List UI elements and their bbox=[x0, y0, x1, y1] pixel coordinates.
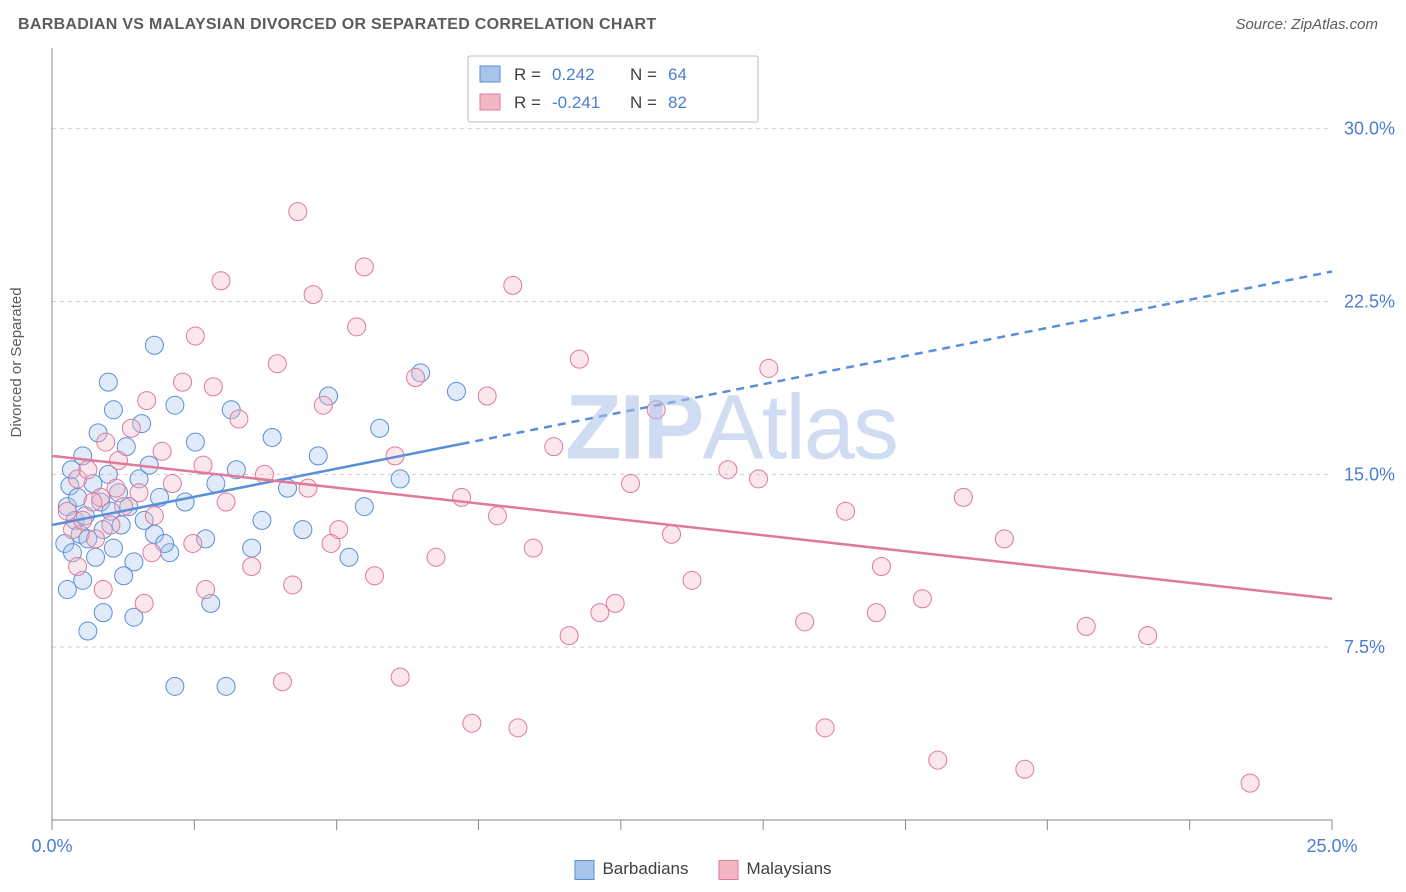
svg-text:R =: R = bbox=[514, 93, 541, 112]
svg-text:0.0%: 0.0% bbox=[31, 836, 72, 856]
bottom-legend: Barbadians Malaysians bbox=[574, 859, 831, 880]
legend-swatch-1 bbox=[718, 860, 738, 880]
svg-text:15.0%: 15.0% bbox=[1344, 464, 1395, 484]
svg-text:N =: N = bbox=[630, 65, 657, 84]
svg-text:25.0%: 25.0% bbox=[1306, 836, 1357, 856]
scatter-plot: 7.5% 15.0% 22.5% 30.0% 0.0% 25.0% R = 0.242 N = 6… bbox=[0, 0, 1406, 892]
svg-text:-0.241: -0.241 bbox=[552, 93, 600, 112]
svg-text:N =: N = bbox=[630, 93, 657, 112]
svg-text:0.242: 0.242 bbox=[552, 65, 595, 84]
legend-swatch-0 bbox=[574, 860, 594, 880]
svg-text:22.5%: 22.5% bbox=[1344, 291, 1395, 311]
legend-item-0: Barbadians bbox=[574, 859, 688, 880]
legend-label-0: Barbadians bbox=[602, 859, 688, 878]
svg-text:82: 82 bbox=[668, 93, 687, 112]
legend-item-1: Malaysians bbox=[718, 859, 831, 880]
svg-text:30.0%: 30.0% bbox=[1344, 119, 1395, 139]
svg-text:7.5%: 7.5% bbox=[1344, 637, 1385, 657]
svg-text:64: 64 bbox=[668, 65, 687, 84]
legend-label-1: Malaysians bbox=[746, 859, 831, 878]
svg-text:R =: R = bbox=[514, 65, 541, 84]
